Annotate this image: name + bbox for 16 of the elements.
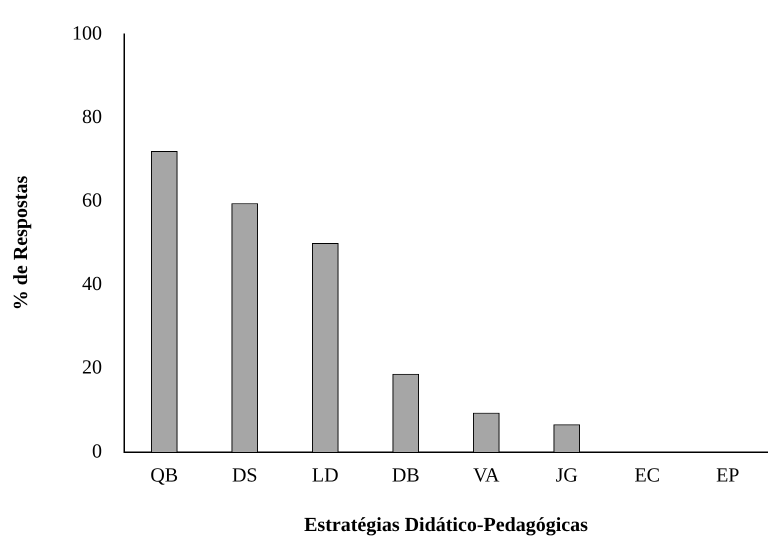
x-tick-label: JG	[556, 464, 578, 486]
x-tick-label: DS	[232, 464, 258, 486]
y-tick-label: 80	[82, 106, 102, 128]
x-axis-title: Estratégias Didático-Pedagógicas	[304, 514, 588, 536]
y-tick-label: 60	[82, 189, 102, 212]
y-axis-title: % de Respostas	[10, 176, 32, 310]
x-tick-label: EP	[716, 464, 740, 486]
x-tick-label: LD	[312, 464, 339, 486]
y-tick-label: 40	[82, 273, 102, 296]
y-tick-label: 0	[92, 440, 102, 462]
y-tick-label: 100	[72, 22, 102, 44]
x-tick-label: QB	[150, 464, 178, 486]
x-tick-label: EC	[634, 464, 660, 486]
y-tick-label: 20	[82, 356, 102, 379]
x-tick-label: VA	[473, 464, 500, 486]
x-tick-label: DB	[392, 464, 420, 486]
